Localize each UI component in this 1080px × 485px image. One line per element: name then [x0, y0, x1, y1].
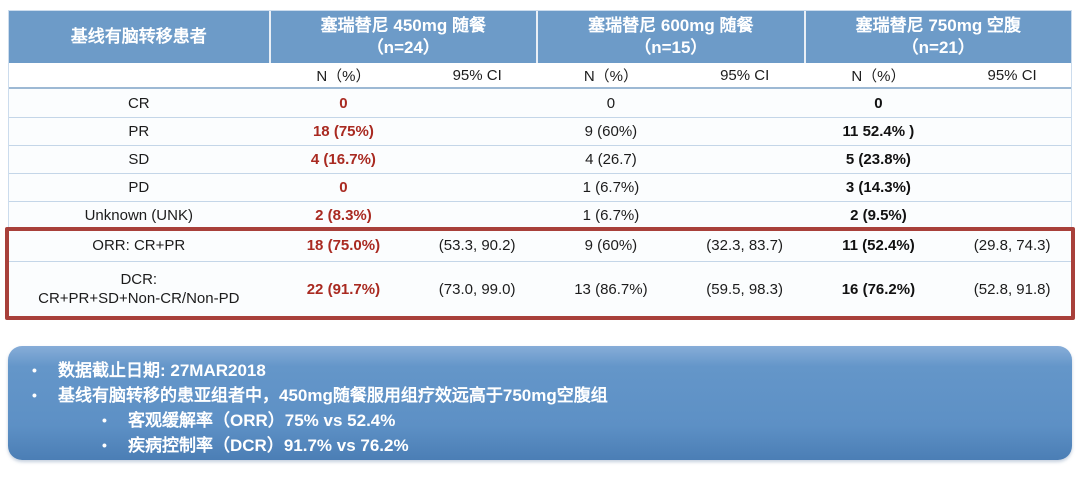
value-750-ci [953, 174, 1071, 201]
subheader-npct: N（%） [851, 67, 906, 85]
subheader-npct: N（%） [316, 67, 371, 85]
value-450-n: 0 [339, 179, 348, 196]
note-text-subgroup-conclusion: 基线有脑转移的患亚组者中，450mg随餐服用组疗效远高于750mg空腹组 [58, 386, 608, 405]
value-600-ci [686, 174, 804, 201]
header-corner-cell: 基线有脑转移患者 [9, 11, 269, 63]
value-750-n: 11 52.4% ) [842, 123, 915, 140]
value-600-ci [686, 89, 804, 117]
row-label: PD [128, 179, 150, 196]
value-750-ci [953, 89, 1071, 117]
value-600-n: 1 (6.7%) [582, 179, 640, 196]
dcr-label-line2: CR+PR+SD+Non-CR/Non-PD [38, 289, 240, 307]
results-table: 基线有脑转移患者 塞瑞替尼 450mg 随餐 （n=24） 塞瑞替尼 600mg… [5, 10, 1075, 320]
value-450-n: 18 (75%) [312, 123, 374, 140]
table-row-orr: ORR: CR+PR 18 (75.0%) (53.3, 90.2) 9 (60… [9, 229, 1071, 261]
table-row-pd: PD 0 1 (6.7%) 3 (14.3%) [9, 173, 1071, 201]
row-label: SD [128, 151, 150, 168]
value-600-ci [686, 118, 804, 145]
value-450-n: 2 (8.3%) [315, 207, 372, 224]
value-750-ci [953, 202, 1071, 229]
value-750-ci: (29.8, 74.3) [973, 237, 1051, 254]
table-header-row: 基线有脑转移患者 塞瑞替尼 450mg 随餐 （n=24） 塞瑞替尼 600mg… [9, 11, 1071, 63]
value-600-ci: (59.5, 98.3) [706, 281, 784, 298]
value-750-n: 0 [874, 94, 883, 112]
bullet-icon: • [32, 387, 37, 403]
subheader-ci: 95% CI [452, 66, 502, 84]
value-750-ci [953, 118, 1071, 145]
value-600-n: 4 (26.7) [585, 151, 637, 168]
note-sub-bullet-2: • 疾病控制率（DCR）91.7% vs 76.2% [102, 433, 1054, 458]
value-750-n: 2 (9.5%) [850, 207, 907, 224]
note-text-cutoff-date: 数据截止日期: 27MAR2018 [58, 361, 266, 380]
corner-label: 基线有脑转移患者 [70, 26, 207, 46]
value-750-n: 11 (52.4%) [842, 237, 915, 254]
row-label: CR [127, 94, 150, 112]
table-row-sd: SD 4 (16.7%) 4 (26.7) 5 (23.8%) [9, 145, 1071, 173]
value-600-n: 0 [606, 94, 616, 112]
value-450-ci: (73.0, 99.0) [438, 281, 516, 298]
group-title: 塞瑞替尼 600mg 随餐 [588, 15, 754, 35]
value-450-n: 0 [339, 94, 348, 112]
row-label: ORR: CR+PR [92, 237, 186, 254]
bullet-icon: • [102, 412, 107, 428]
bullet-icon: • [32, 362, 37, 378]
table-row-pr: PR 18 (75%) 9 (60%) 11 52.4% ) [9, 117, 1071, 145]
value-450-ci: (53.3, 90.2) [438, 237, 516, 254]
note-text-orr-compare: 客观缓解率（ORR）75% vs 52.4% [128, 411, 396, 430]
value-750-n: 5 (23.8%) [845, 151, 911, 168]
value-600-ci [686, 146, 804, 173]
value-450-ci [418, 174, 536, 201]
value-450-ci [418, 118, 536, 145]
value-600-ci [686, 202, 804, 229]
value-450-ci [418, 202, 536, 229]
note-bullet-2: • 基线有脑转移的患亚组者中，450mg随餐服用组疗效远高于750mg空腹组 [32, 383, 1054, 408]
table-subheader-row: N（%） 95% CI N（%） 95% CI N（%） 95% CI [9, 63, 1071, 89]
row-label: Unknown (UNK) [84, 207, 193, 224]
value-600-n: 1 (6.7%) [582, 207, 640, 224]
value-450-n: 18 (75.0%) [306, 237, 381, 254]
value-450-n: 22 (91.7%) [306, 281, 381, 298]
dcr-label-line1: DCR: [120, 270, 158, 288]
note-bullet-1: • 数据截止日期: 27MAR2018 [32, 358, 1054, 383]
note-text-dcr-compare: 疾病控制率（DCR）91.7% vs 76.2% [128, 436, 409, 455]
group-title: 塞瑞替尼 750mg 空腹 [855, 15, 1021, 35]
note-sub-bullet-1: • 客观缓解率（ORR）75% vs 52.4% [102, 408, 1054, 433]
group-title: 塞瑞替尼 450mg 随餐 [320, 15, 486, 35]
table-row-unknown: Unknown (UNK) 2 (8.3%) 1 (6.7%) 2 (9.5%) [9, 201, 1071, 229]
subheader-ci: 95% CI [987, 66, 1037, 84]
value-600-n: 9 (60%) [584, 237, 638, 254]
value-600-n: 9 (60%) [584, 123, 638, 140]
subheader-ci: 95% CI [720, 66, 770, 84]
notes-box: • 数据截止日期: 27MAR2018 • 基线有脑转移的患亚组者中，450mg… [8, 346, 1072, 460]
value-450-ci [418, 89, 536, 117]
bullet-icon: • [102, 437, 107, 453]
table-row-dcr: DCR: CR+PR+SD+Non-CR/Non-PD 22 (91.7%) (… [9, 261, 1071, 317]
value-750-ci [953, 146, 1071, 173]
group-n: （n=15） [634, 38, 708, 57]
group-n: （n=21） [901, 38, 975, 57]
subheader-npct: N（%） [583, 67, 638, 85]
highlight-section: ORR: CR+PR 18 (75.0%) (53.3, 90.2) 9 (60… [5, 227, 1075, 320]
value-450-n: 4 (16.7%) [310, 151, 376, 168]
value-750-n: 16 (76.2%) [841, 281, 916, 298]
header-group-600: 塞瑞替尼 600mg 随餐 （n=15） [536, 11, 804, 63]
value-600-n: 13 (86.7%) [574, 281, 648, 298]
header-group-450: 塞瑞替尼 450mg 随餐 （n=24） [268, 11, 537, 63]
header-group-750: 塞瑞替尼 750mg 空腹 （n=21） [803, 11, 1071, 63]
value-600-ci: (32.3, 83.7) [706, 237, 784, 254]
subheader-empty [9, 63, 269, 87]
value-450-ci [418, 146, 536, 173]
value-750-ci: (52.8, 91.8) [973, 281, 1051, 298]
table-row-cr: CR 0 0 0 [9, 89, 1071, 117]
group-n: （n=24） [366, 38, 440, 57]
row-label: PR [128, 123, 150, 140]
row-label: DCR: CR+PR+SD+Non-CR/Non-PD [9, 262, 269, 317]
value-750-n: 3 (14.3%) [845, 179, 911, 196]
